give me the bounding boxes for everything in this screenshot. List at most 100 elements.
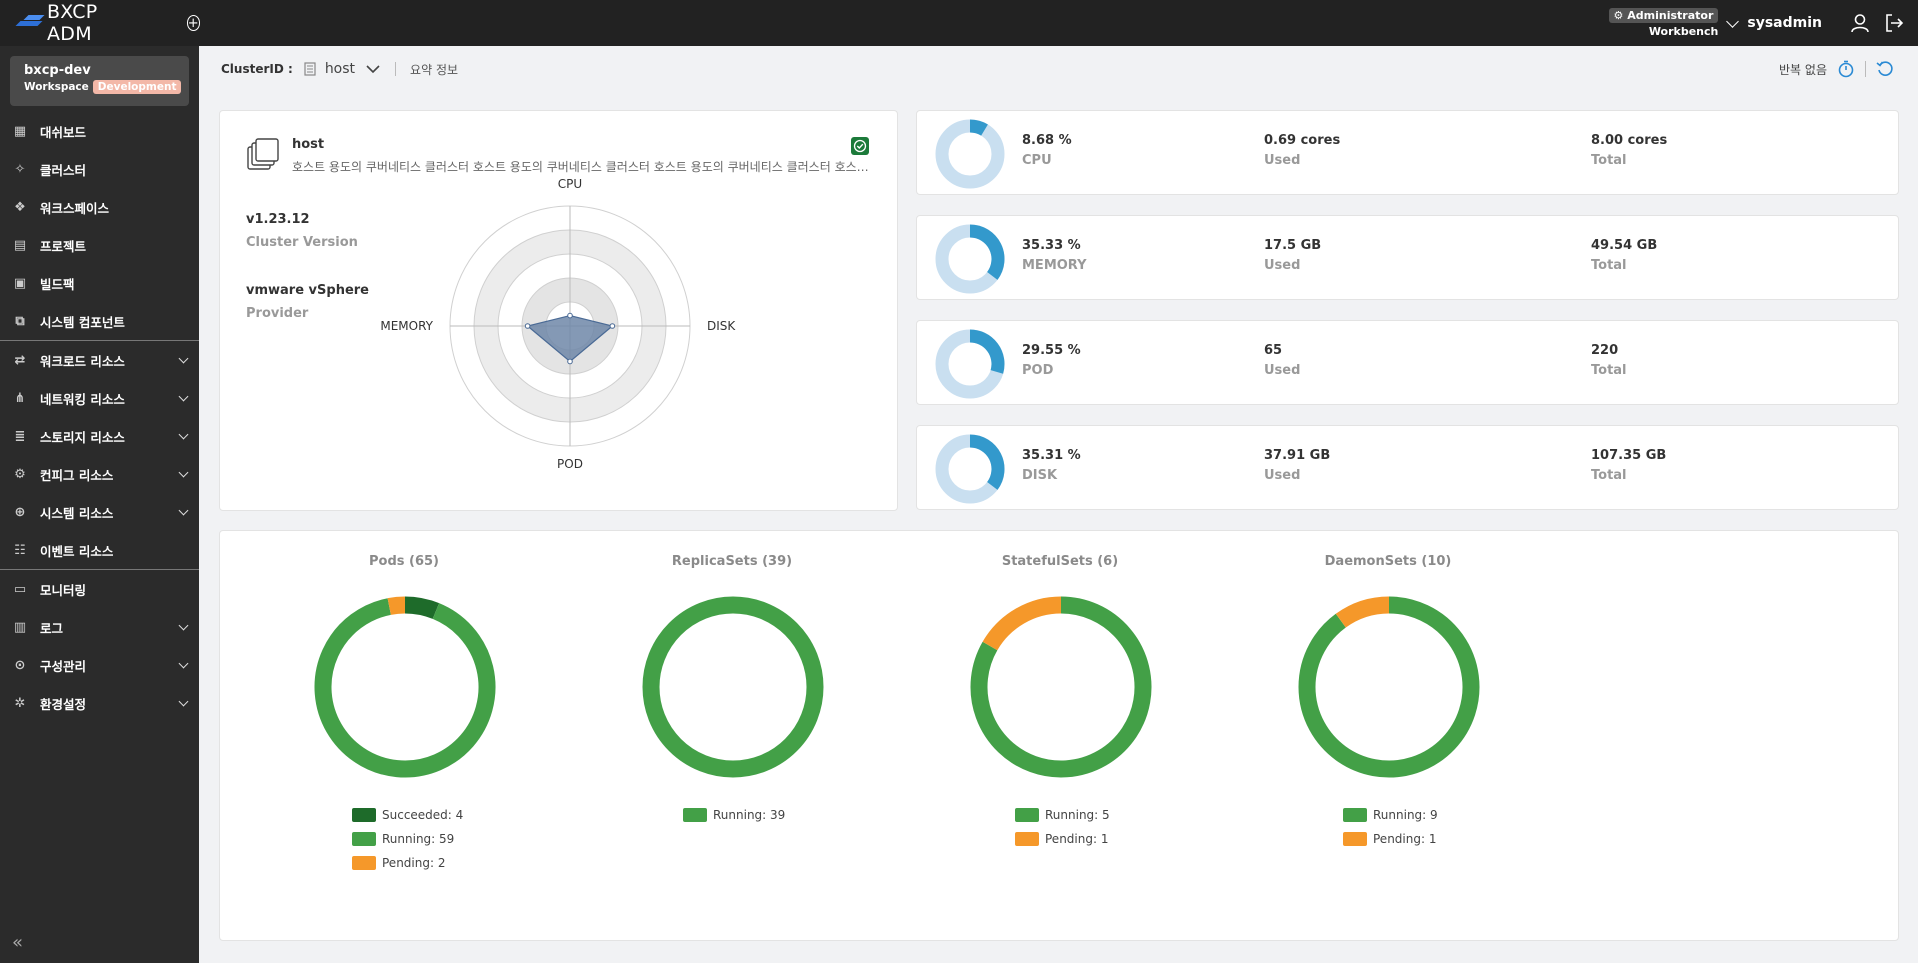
sidebar-item[interactable]: ❖ 워크스페이스 [0, 188, 199, 226]
sidebar-item[interactable]: ⊙ 구성관리 [0, 646, 199, 684]
chevron-down-icon[interactable] [178, 467, 189, 478]
metric-percent: 29.55 % [1022, 343, 1081, 358]
legend-swatch [1343, 832, 1367, 846]
donut-segment [982, 596, 1062, 651]
workload-icon: ⇄ [14, 352, 26, 368]
metric-card: 35.33 % MEMORY 17.5 GB Used 49.54 GB Total [916, 215, 1899, 300]
donut-usage-arc [969, 329, 1005, 374]
metric-name: POD [1022, 363, 1054, 378]
donut-usage-arc [969, 119, 988, 136]
metric-percent: 8.68 % [1022, 133, 1072, 148]
sidebar-item[interactable]: ✧ 클러스터 [0, 150, 199, 188]
user-icon[interactable] [1850, 13, 1870, 33]
sidebar-item[interactable]: ▤ 프로젝트 [0, 226, 199, 264]
nav-divider [0, 569, 199, 570]
monitoring-icon: ▭ [13, 581, 27, 597]
legend-item[interactable]: Succeeded: 4 [352, 803, 463, 827]
storage-icon: ≣ [14, 428, 26, 444]
server-icon [304, 62, 316, 76]
cluster-provider-label: Provider [246, 306, 309, 321]
legend-item[interactable]: Pending: 1 [1343, 827, 1438, 851]
chevron-down-icon[interactable] [178, 505, 189, 516]
donut-segment [404, 596, 440, 620]
chevron-down-icon[interactable] [178, 353, 189, 364]
legend-item[interactable]: Running: 59 [352, 827, 463, 851]
metric-used-label: Used [1264, 153, 1301, 168]
legend-item[interactable]: Pending: 1 [1015, 827, 1110, 851]
logo-mark-icon [16, 15, 39, 31]
workload-title: DaemonSets (10) [1324, 554, 1452, 569]
settings-icon: ✲ [14, 695, 26, 711]
sidebar: bxcp-dev Workspace Development ▦ 대쉬보드 ✧ 클러스… [0, 46, 199, 963]
buildpack-icon: ▣ [13, 275, 27, 291]
sidebar-item-label: 빌드팩 [40, 276, 75, 292]
legend-item[interactable]: Running: 39 [683, 803, 785, 827]
collapse-sidebar-icon[interactable]: « [12, 932, 24, 953]
cluster-selector[interactable]: host [303, 61, 381, 77]
sidebar-item[interactable]: ⚙ 컨피그 리소스 [0, 455, 199, 493]
sidebar-item-label: 시스템 컴포넌트 [40, 314, 125, 330]
role-badge: ⚙ Administrator [1608, 8, 1719, 23]
sidebar-item[interactable]: ☷ 이벤트 리소스 [0, 531, 199, 569]
sidebar-item-label: 환경설정 [40, 696, 87, 712]
cluster-provider: vmware vSphere [246, 283, 369, 298]
legend-swatch [1015, 832, 1039, 846]
workspace-card[interactable]: bxcp-dev Workspace Development [10, 56, 189, 106]
metric-used-label: Used [1264, 363, 1301, 378]
usage-donut-chart [935, 119, 1005, 189]
sidebar-item-label: 네트워킹 리소스 [40, 391, 125, 407]
sidebar-item-label: 프로젝트 [40, 238, 87, 254]
sidebar-item[interactable]: ⇄ 워크로드 리소스 [0, 341, 199, 379]
sidebar-item[interactable]: ⋔ 네트워킹 리소스 [0, 379, 199, 417]
legend-item[interactable]: Running: 5 [1015, 803, 1110, 827]
metric-column: 65 Used [1264, 343, 1300, 378]
sidebar-item-label: 대쉬보드 [40, 124, 87, 140]
legend-item[interactable]: Pending: 2 [352, 851, 463, 875]
donut-segment [970, 596, 1152, 778]
metric-total-value: 49.54 GB [1591, 238, 1658, 253]
sidebar-item[interactable]: ⧉ 시스템 컴포넌트 [0, 302, 199, 340]
sidebar-item[interactable]: ▦ 대쉬보드 [0, 112, 199, 150]
sidebar-item[interactable]: ⊕ 시스템 리소스 [0, 493, 199, 531]
add-icon[interactable]: + [186, 15, 200, 31]
sidebar-item[interactable]: ▭ 모니터링 [0, 570, 199, 608]
metric-card: 35.31 % DISK 37.91 GB Used 107.35 GB Total [916, 425, 1899, 510]
network-icon: ⋔ [14, 390, 26, 406]
log-icon: ▥ [13, 619, 27, 635]
timer-icon[interactable] [1837, 60, 1855, 78]
logout-icon[interactable] [1884, 13, 1904, 33]
legend-item[interactable]: Running: 9 [1343, 803, 1438, 827]
sidebar-item-label: 시스템 리소스 [40, 505, 114, 521]
chevron-down-icon[interactable] [178, 658, 189, 669]
metric-name: MEMORY [1022, 258, 1087, 273]
role-selector[interactable]: ⚙ Administrator Workbench [1608, 8, 1719, 38]
sidebar-item[interactable]: ✲ 환경설정 [0, 684, 199, 722]
workspace-label: Workspace [24, 81, 89, 93]
app-logo[interactable]: BXCP ADM + [0, 1, 200, 45]
sidebar-item[interactable]: ≣ 스토리지 리소스 [0, 417, 199, 455]
chevron-down-icon[interactable] [178, 391, 189, 402]
top-bar: BXCP ADM + ⚙ Administrator Workbench sys… [0, 0, 1918, 46]
dashboard-icon: ▦ [13, 123, 27, 139]
config-manage-icon: ⊙ [14, 657, 26, 673]
metric-total-label: Total [1591, 258, 1627, 273]
sidebar-item-label: 이벤트 리소스 [40, 543, 114, 559]
refresh-icon[interactable] [1876, 60, 1894, 78]
chevron-down-icon[interactable] [1726, 14, 1740, 28]
workload-donut-chart [642, 596, 824, 778]
sidebar-item-label: 워크스페이스 [40, 200, 110, 216]
sidebar-item[interactable]: ▣ 빌드팩 [0, 264, 199, 302]
workload-donut-chart [970, 596, 1152, 778]
usage-donut-chart [935, 329, 1005, 399]
chevron-down-icon[interactable] [178, 696, 189, 707]
repeat-label[interactable]: 반복 없음 [1779, 62, 1827, 77]
chevron-down-icon[interactable] [178, 620, 189, 631]
sidebar-item-label: 클러스터 [40, 162, 87, 178]
cluster-id-value: host [324, 61, 356, 77]
workload-donut-chart [314, 596, 496, 778]
chevron-down-icon[interactable] [178, 429, 189, 440]
sidebar-item[interactable]: ▥ 로그 [0, 608, 199, 646]
donut-segment [314, 598, 496, 778]
sidebar-item-label: 스토리지 리소스 [40, 429, 125, 445]
event-icon: ☷ [14, 542, 26, 558]
